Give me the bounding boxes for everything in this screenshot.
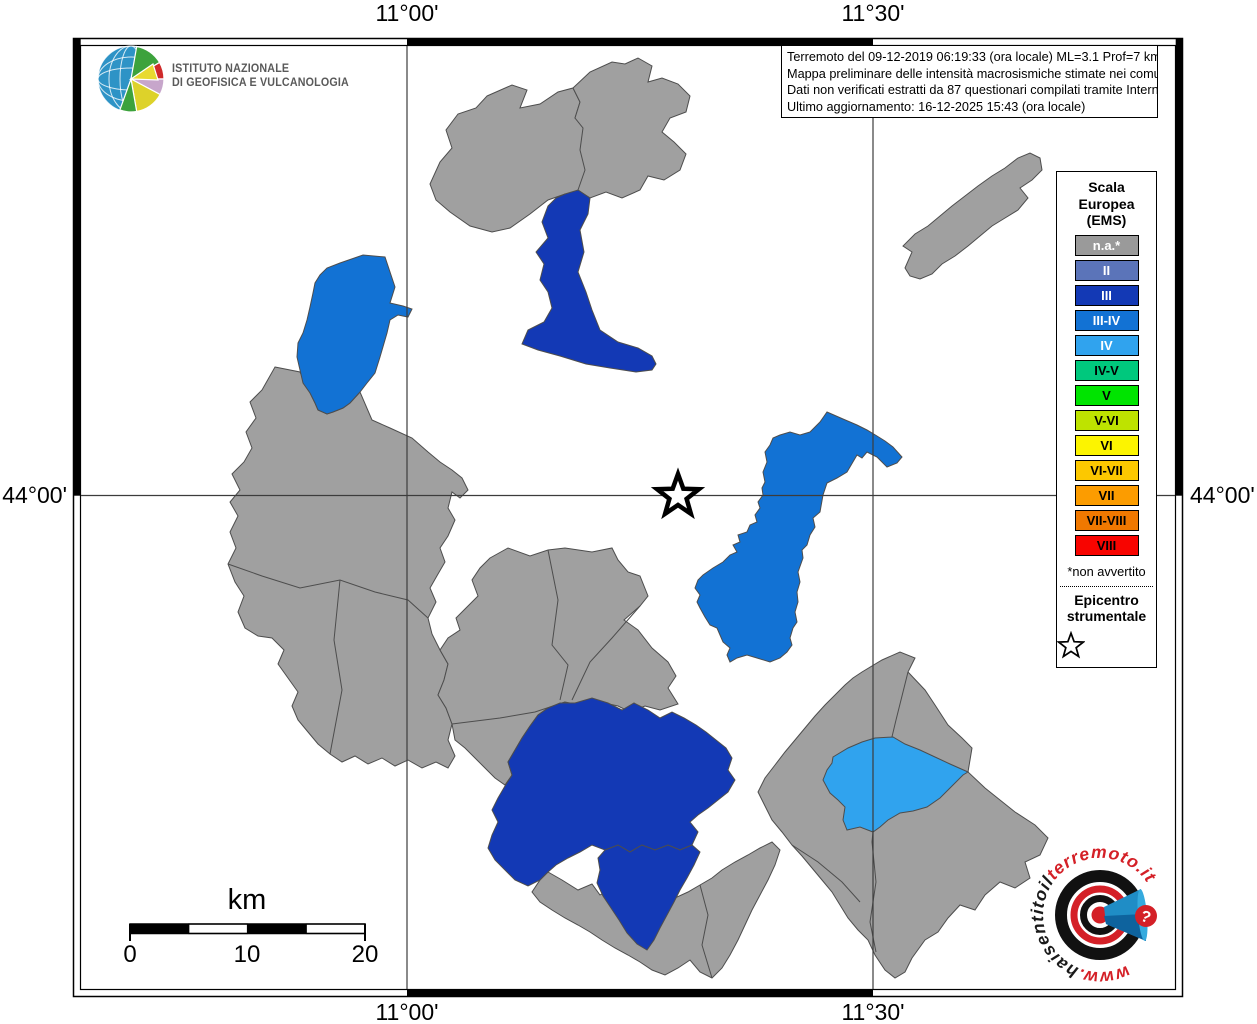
legend-item-vi: VI <box>1074 434 1139 456</box>
legend-footnote: *non avvertito <box>1067 563 1146 579</box>
earthquake-info-box: Terremoto del 09-12-2019 06:19:33 (ora l… <box>781 45 1158 118</box>
scale-tick-10: 10 <box>233 941 261 968</box>
municipalities-felt <box>296 189 970 951</box>
haisentito-watermark-logo: ? www.haisentitoilterremoto.it <box>1027 842 1160 988</box>
region-iii-iv-northwest <box>296 254 413 415</box>
municipalities-na <box>227 57 1049 979</box>
axis-label-right-lat: 44°00' <box>1190 482 1255 508</box>
legend-title: Scala Europea (EMS) <box>1078 179 1135 228</box>
legend-epicenter-label: Epicentro strumentale <box>1066 591 1147 625</box>
scale-tick-0: 0 <box>123 941 137 968</box>
info-line-map-type: Mappa preliminare delle intensità macros… <box>787 66 1158 81</box>
legend-item-vii-viii: VII-VIII <box>1074 509 1139 531</box>
region-iii-iv-east <box>694 411 903 663</box>
graticule <box>81 46 1175 989</box>
region-na-northeast-island <box>902 152 1043 280</box>
legend-item-iii-iv: III-IV <box>1074 309 1139 331</box>
legend-item-viii: VIII <box>1074 534 1139 556</box>
scale-bar-unit: km <box>227 884 267 916</box>
info-line-event: Terremoto del 09-12-2019 06:19:33 (ora l… <box>787 50 1158 64</box>
region-na-west-large <box>227 366 469 769</box>
ingv-name-line2: DI GEOFISICA E VULCANOLOGIA <box>172 77 349 89</box>
map-frame <box>72 37 1184 998</box>
axis-label-bottom-lon-1: 11°00' <box>375 999 439 1024</box>
ingv-name-line1: ISTITUTO NAZIONALE <box>172 63 290 75</box>
legend: Scala Europea (EMS) n.a.* II III III-IV … <box>1056 171 1157 668</box>
legend-item-ii: II <box>1074 259 1139 281</box>
frame-black-bottom <box>407 989 873 997</box>
legend-item-vi-vii: VI-VII <box>1074 459 1139 481</box>
legend-item-iv-v: IV-V <box>1074 359 1139 381</box>
axis-label-top-lon-1: 11°00' <box>375 0 439 26</box>
epicenter-star <box>650 467 706 520</box>
frame-black-left <box>73 38 81 496</box>
epicenter-star-icon <box>1057 630 1156 659</box>
ingv-name: ISTITUTO NAZIONALE DI GEOFISICA E VULCAN… <box>172 62 349 90</box>
legend-separator <box>1060 585 1153 587</box>
info-line-updated: Ultimo aggiornamento: 16-12-2025 15:43 (… <box>787 99 1086 114</box>
axis-label-left-lat: 44°00' <box>2 482 67 508</box>
legend-item-v: V <box>1074 384 1139 406</box>
scale-tick-20: 20 <box>351 941 379 968</box>
legend-items: n.a.* II III III-IV IV IV-V V V-VI VI VI… <box>1057 234 1156 556</box>
frame-black-top <box>407 38 873 46</box>
region-na-southeast-cluster <box>757 651 1049 979</box>
axis-label-top-lon-2: 11°30' <box>841 0 905 26</box>
region-iii-south-small <box>596 844 701 951</box>
region-iv-southeast <box>822 736 970 833</box>
info-line-data-source: Dati non verificati estratti da 87 quest… <box>787 83 1158 97</box>
ingv-logo-globe <box>97 45 165 113</box>
region-na-north-right <box>572 57 691 199</box>
frame-black-right <box>1175 38 1183 496</box>
question-bubble <box>1135 905 1157 927</box>
legend-item-iii: III <box>1074 284 1139 306</box>
legend-item-iv: IV <box>1074 334 1139 356</box>
region-iii-north <box>521 189 657 373</box>
legend-item-v-vi: V-VI <box>1074 409 1139 431</box>
legend-item-na: n.a.* <box>1074 234 1139 256</box>
axis-label-bottom-lon-2: 11°30' <box>841 999 905 1024</box>
legend-item-vii: VII <box>1074 484 1139 506</box>
scale-bar <box>129 923 366 941</box>
